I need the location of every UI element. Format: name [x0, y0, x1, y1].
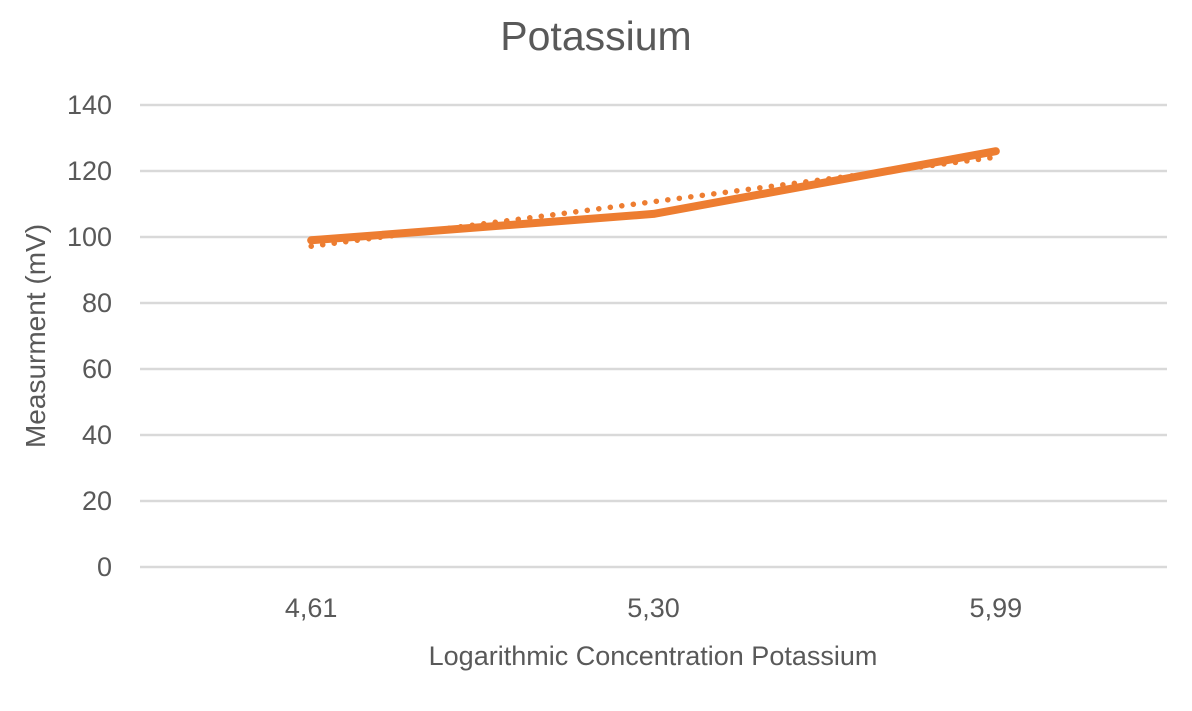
x-axis-title: Logarithmic Concentration Potassium	[428, 641, 878, 671]
measurement-line	[307, 147, 1000, 245]
chart-title: Potassium	[500, 13, 692, 59]
